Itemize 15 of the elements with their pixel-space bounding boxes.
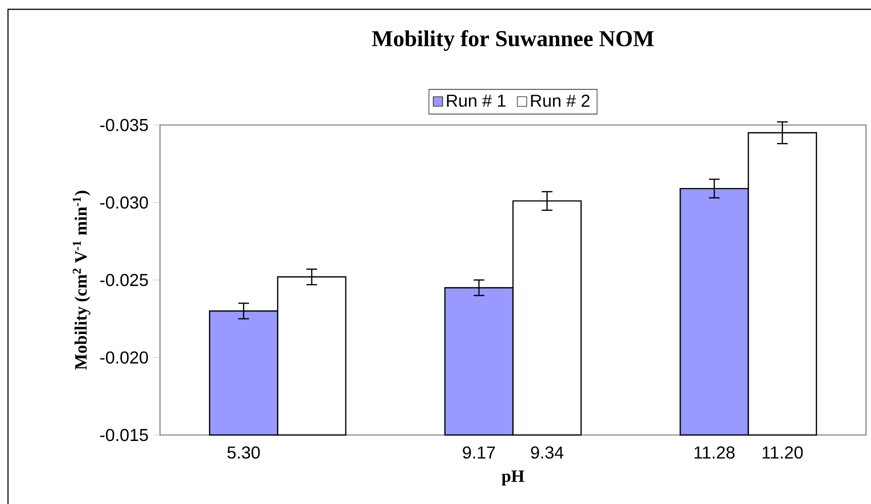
x-tick-label: 5.30: [227, 446, 260, 459]
y-tick-label: -0.020: [100, 351, 148, 364]
legend-label: Run # 1: [447, 94, 506, 107]
y-tick-label: -0.025: [100, 274, 148, 286]
x-axis-title: pH: [502, 470, 524, 486]
x-tick-label: 11.28: [694, 446, 735, 459]
legend-label: Run # 2: [531, 94, 590, 107]
y-tick-label: -0.035: [100, 118, 148, 132]
x-tick-label: 11.20: [762, 446, 803, 459]
chart-title: Mobility for Suwannee NOM: [372, 30, 654, 51]
y-tick-label: -0.015: [100, 428, 148, 442]
x-tick-label: 9.34: [531, 446, 564, 459]
y-axis-title: Mobility (cm$^{2}$ V$^{-1}$ min$^{-1}$): [72, 190, 90, 370]
x-tick-label: 9.17: [462, 446, 495, 459]
y-tick-label: -0.030: [100, 196, 148, 209]
